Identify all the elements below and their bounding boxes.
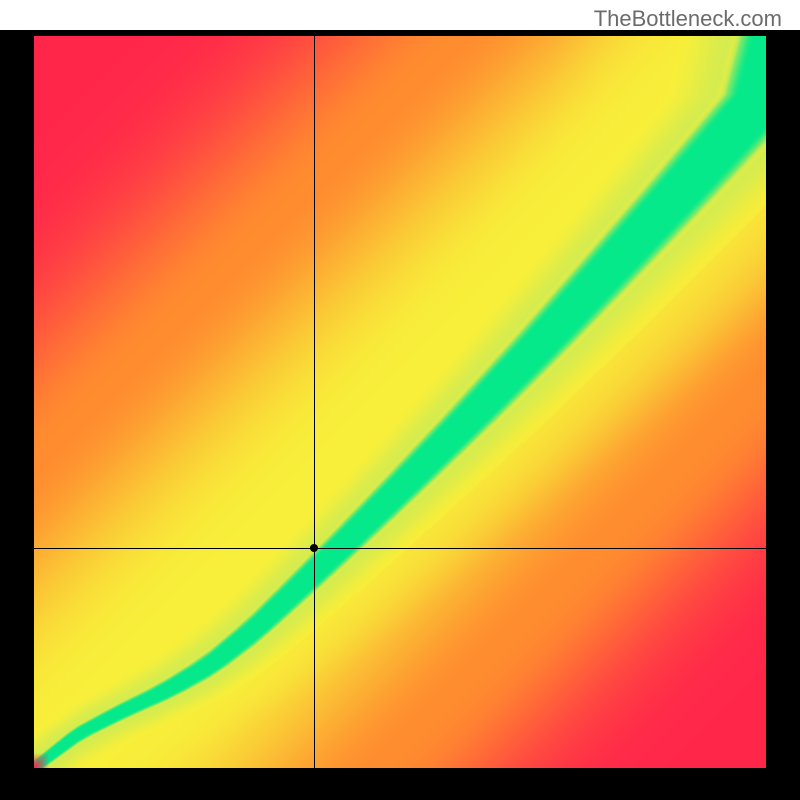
heatmap-canvas (34, 36, 766, 768)
plot-area (34, 36, 766, 768)
crosshair-point (310, 544, 318, 552)
crosshair-horizontal (34, 548, 766, 549)
crosshair-vertical (314, 36, 315, 768)
chart-outer-frame (0, 30, 800, 800)
watermark-text: TheBottleneck.com (594, 6, 782, 32)
